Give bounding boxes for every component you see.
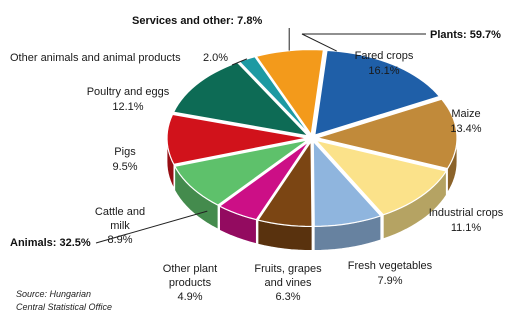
plants-leader-line — [302, 34, 426, 51]
fresh-vegetables-label: Fresh vegetables — [348, 260, 433, 272]
industrial-crops-label: Industrial crops — [429, 207, 504, 219]
animals-group-label: Animals: 32.5% — [10, 237, 91, 249]
services-group-label: Services and other: 7.8% — [132, 15, 262, 27]
fared-crops-label: Fared crops — [355, 50, 414, 62]
poultry-and-eggs-label: Poultry and eggs — [87, 86, 170, 98]
plants-group-label: Plants: 59.7% — [430, 29, 501, 41]
other-plant-products-label-line1: Other plant — [163, 263, 217, 275]
fruits-grapes-vines-label-line2: and vines — [264, 277, 312, 289]
maize-label: Maize — [451, 108, 480, 120]
pigs-label: Pigs — [114, 146, 136, 158]
cattle-and-milk-label-line2: milk — [110, 220, 130, 232]
fresh-vegetables-value: 7.9% — [377, 275, 402, 287]
source-note-line2: Central Statistical Office — [16, 302, 112, 312]
other-animals-label: Other animals and animal products — [10, 52, 181, 64]
fared-crops-value: 16.1% — [368, 65, 399, 77]
maize-value: 13.4% — [450, 123, 481, 135]
poultry-and-eggs-value: 12.1% — [112, 101, 143, 113]
fruits-grapes-vines-value: 6.3% — [275, 291, 300, 303]
pigs-value: 9.5% — [112, 161, 137, 173]
other-animals-value: 2.0% — [203, 52, 228, 64]
other-plant-products-value: 4.9% — [177, 291, 202, 303]
cattle-and-milk-value: 8.9% — [107, 234, 132, 246]
source-note-line1: Source: Hungarian — [16, 289, 91, 299]
industrial-crops-value: 11.1% — [451, 222, 482, 234]
fruits-grapes-vines-label-line1: Fruits, grapes — [254, 263, 322, 275]
other-plant-products-label-line2: products — [169, 277, 212, 289]
slices-layer — [167, 50, 457, 251]
cattle-and-milk-label-line1: Cattle and — [95, 206, 145, 218]
